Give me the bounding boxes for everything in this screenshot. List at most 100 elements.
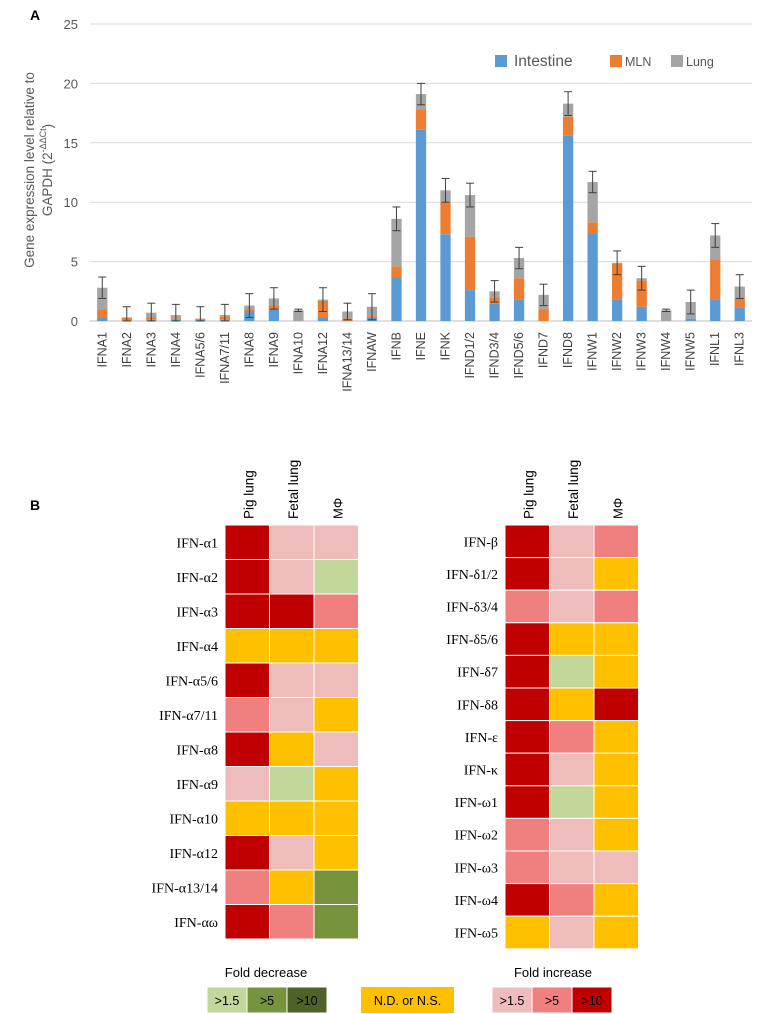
bar-intestine bbox=[685, 318, 696, 321]
column-header: Fetal lung bbox=[566, 460, 581, 519]
panel-b-letter: B bbox=[30, 497, 40, 513]
heatmap-cell bbox=[504, 752, 550, 787]
row-label: IFN-ε bbox=[465, 731, 498, 746]
row-label: IFN-α9 bbox=[176, 778, 218, 793]
chart-legend: Intestine MLN Lung bbox=[495, 53, 714, 70]
bar-intestine bbox=[415, 129, 427, 321]
heatmap-cell bbox=[224, 628, 270, 664]
heatmap-cell bbox=[313, 869, 359, 905]
heatmap-cell bbox=[313, 662, 359, 698]
x-tick-label: IFNA2 bbox=[120, 332, 134, 367]
heatmap-cell bbox=[593, 557, 639, 591]
y-axis-title-line1: Gene expression level relative to bbox=[22, 72, 37, 268]
bar-mln bbox=[562, 116, 574, 136]
legend-label-increase: >1.5 bbox=[500, 994, 525, 1008]
bar-mln bbox=[97, 309, 108, 318]
heatmap-cell bbox=[269, 559, 315, 595]
legend-swatch-nd bbox=[361, 987, 454, 1013]
x-tick-label: IFND7 bbox=[537, 332, 551, 368]
bar-intestine bbox=[317, 317, 329, 321]
bar-intestine bbox=[587, 233, 598, 321]
heatmap-cell bbox=[549, 883, 595, 917]
row-label: IFN-α12 bbox=[169, 847, 218, 862]
heatmap-cell bbox=[269, 593, 315, 629]
x-tick-label: IFNW5 bbox=[684, 332, 698, 371]
heatmap-cell bbox=[504, 622, 550, 656]
legend-label-decrease: >1.5 bbox=[215, 994, 240, 1008]
panel-a-letter: A bbox=[30, 7, 40, 23]
heatmap-cell bbox=[313, 559, 359, 595]
y-tick-label: 25 bbox=[64, 17, 78, 32]
heatmap-cell bbox=[549, 557, 595, 591]
heatmap-cell bbox=[224, 766, 270, 802]
row-label: IFN-αω bbox=[174, 916, 218, 931]
row-label: IFN-α5/6 bbox=[166, 674, 218, 689]
legend-label-decrease: >5 bbox=[260, 994, 274, 1008]
heatmap-cell bbox=[593, 915, 639, 950]
x-tick-label: IFNA13/14 bbox=[340, 332, 354, 392]
legend-swatch-intestine bbox=[495, 55, 507, 67]
heatmap-cell bbox=[549, 752, 595, 787]
heatmap-cell bbox=[593, 883, 639, 917]
legend-label-nd: N.D. or N.S. bbox=[374, 994, 441, 1008]
heatmap-left-column-headers: Pig lung Fetal lung MΦ bbox=[241, 460, 345, 519]
x-tick-label: IFNA9 bbox=[267, 332, 281, 367]
heatmap-cell bbox=[549, 720, 595, 754]
bar-intestine bbox=[611, 299, 623, 321]
row-label: IFN-ω4 bbox=[455, 894, 498, 909]
y-tick-label: 10 bbox=[64, 195, 78, 210]
bar-mln bbox=[440, 202, 451, 235]
x-tick-label: IFNA1 bbox=[95, 332, 109, 367]
row-label: IFN-α4 bbox=[176, 640, 218, 655]
heatmap-cell bbox=[549, 850, 595, 885]
bar-intestine bbox=[464, 290, 476, 321]
heatmap-cell bbox=[593, 687, 639, 722]
row-label: IFN-κ bbox=[464, 764, 498, 779]
heatmap-cell bbox=[593, 850, 639, 885]
row-label: IFN-α8 bbox=[176, 743, 218, 758]
heatmap-cell bbox=[549, 915, 595, 950]
bar-lung bbox=[661, 310, 672, 321]
row-label: IFN-ω3 bbox=[455, 861, 498, 876]
legend-label-increase: >5 bbox=[545, 994, 559, 1008]
bar-intestine bbox=[268, 309, 280, 321]
heatmap-cell bbox=[269, 835, 315, 871]
legend-swatch-lung bbox=[671, 55, 683, 67]
x-tick-label: IFNA8 bbox=[242, 332, 256, 367]
heatmap-cell bbox=[504, 850, 550, 885]
x-tick-label: IFND3/4 bbox=[488, 332, 502, 379]
heatmap-cell bbox=[593, 654, 639, 689]
heatmap-cell bbox=[269, 524, 315, 560]
y-tick-label: 0 bbox=[71, 314, 78, 329]
bar-lung bbox=[587, 182, 598, 223]
bar-lung bbox=[293, 310, 304, 321]
heatmap-cell bbox=[313, 800, 359, 836]
heatmap-cell bbox=[504, 720, 550, 754]
heatmap-left: IFN-α1 IFN-α2 IFN-α3 IFN-α4 IFN-α5/6 IFN-α7/1… bbox=[152, 524, 359, 940]
column-header: MΦ bbox=[610, 498, 625, 519]
y-axis-title-line2-sup: -ΔΔCt bbox=[38, 128, 48, 153]
row-label: IFN-α13/14 bbox=[152, 881, 218, 896]
heatmap-cell bbox=[504, 654, 550, 689]
bar-mln bbox=[611, 263, 623, 300]
bar-intestine bbox=[97, 317, 108, 321]
x-tick-label: IFNA12 bbox=[316, 332, 330, 374]
row-label: IFN-δ8 bbox=[457, 698, 498, 713]
column-header: MΦ bbox=[330, 498, 345, 519]
heatmap-cell bbox=[504, 557, 550, 591]
bar-intestine bbox=[513, 299, 525, 321]
heatmap-right-column-headers: Pig lung Fetal lung MΦ bbox=[521, 460, 625, 519]
y-axis-title-line2-prefix: GAPDH (2 bbox=[40, 152, 55, 216]
legend-label-lung: Lung bbox=[686, 55, 714, 69]
legend-label-intestine: Intestine bbox=[514, 53, 573, 70]
heatmap-cell bbox=[593, 622, 639, 656]
chart-error-bars bbox=[98, 82, 744, 322]
row-label: IFN-δ1/2 bbox=[446, 568, 498, 583]
row-label: IFN-ω2 bbox=[455, 829, 498, 844]
heatmap-cell bbox=[549, 524, 595, 559]
y-axis-title: Gene expression level relative to GAPDH … bbox=[22, 72, 55, 268]
heatmap-cell bbox=[593, 817, 639, 852]
heatmap-cell bbox=[269, 697, 315, 733]
heatmap-cell bbox=[504, 589, 550, 624]
heatmap-cell bbox=[504, 785, 550, 819]
